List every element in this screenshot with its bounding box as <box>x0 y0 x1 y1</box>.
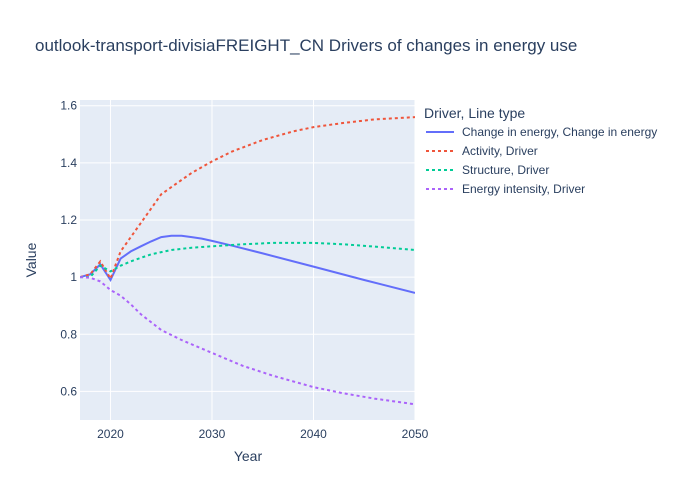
series-group <box>80 116 415 406</box>
legend-label: Structure, Driver <box>462 163 549 177</box>
x-tick-label: 2020 <box>97 427 124 441</box>
y-axis-title: Value <box>23 242 39 277</box>
legend-label: Energy intensity, Driver <box>462 182 585 196</box>
series-line <box>80 241 415 279</box>
series-line <box>80 276 415 406</box>
y-tick-label: 1.4 <box>60 156 77 170</box>
x-tick-label: 2040 <box>300 427 327 441</box>
y-tick-label: 1.6 <box>60 99 77 113</box>
x-tick-label: 2030 <box>199 427 226 441</box>
y-axis: 0.6 0.8 1 1.2 1.4 1.6 <box>60 99 77 399</box>
chart-title: outlook-transport-divisiaFREIGHT_CN Driv… <box>35 36 577 55</box>
y-tick-label: 0.6 <box>60 384 77 398</box>
series-line <box>80 234 415 294</box>
y-tick-label: 1 <box>70 270 77 284</box>
series-line <box>80 116 415 281</box>
legend-title: Driver, Line type <box>424 105 525 121</box>
x-axis-title: Year <box>234 448 263 464</box>
grid <box>80 100 416 420</box>
x-tick-label: 2050 <box>402 427 429 441</box>
y-tick-label: 1.2 <box>60 213 77 227</box>
x-axis: 2020 2030 2040 2050 <box>97 427 429 441</box>
legend-label: Change in energy, Change in energy <box>462 125 657 139</box>
y-tick-label: 0.8 <box>60 327 77 341</box>
legend-label: Activity, Driver <box>462 144 538 158</box>
plot-area <box>80 100 415 420</box>
legend: Driver, Line type Change in energy, Chan… <box>424 105 657 196</box>
